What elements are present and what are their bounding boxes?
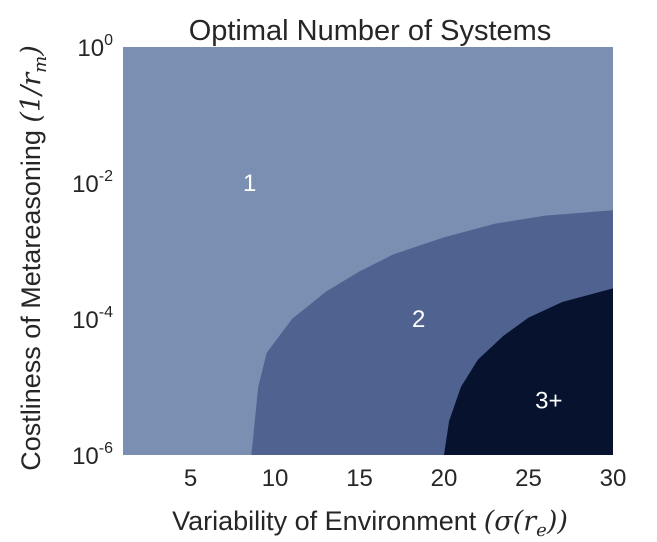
x-tick-label: 20 [431,465,458,492]
y-tick-labels: 100 10-2 10-4 10-6 [72,32,113,470]
y-axis-label: Costliness of Metareasoning (1/rm) [16,45,51,471]
region-label: 1 [243,170,256,197]
x-tick-label: 10 [262,465,289,492]
y-tick-label: 10-4 [72,304,113,334]
region-labels: 1 2 3+ [243,170,562,415]
region-label: 3+ [535,388,562,415]
y-tick-label: 100 [77,32,113,62]
chart-title: Optimal Number of Systems [189,15,552,47]
x-tick-label: 30 [600,465,627,492]
y-tick-label: 10-2 [72,168,113,198]
region-label: 2 [412,306,425,333]
x-tick-label: 5 [184,465,197,492]
plot-area [123,47,613,455]
x-tick-label: 15 [346,465,373,492]
x-axis-label: Variability of Environment (σ(re)) [172,506,568,541]
y-tick-label: 10-6 [72,440,113,470]
x-tick-label: 25 [515,465,542,492]
region-3plus-area [444,288,613,455]
x-tick-labels: 5 10 15 20 25 30 [184,465,626,492]
